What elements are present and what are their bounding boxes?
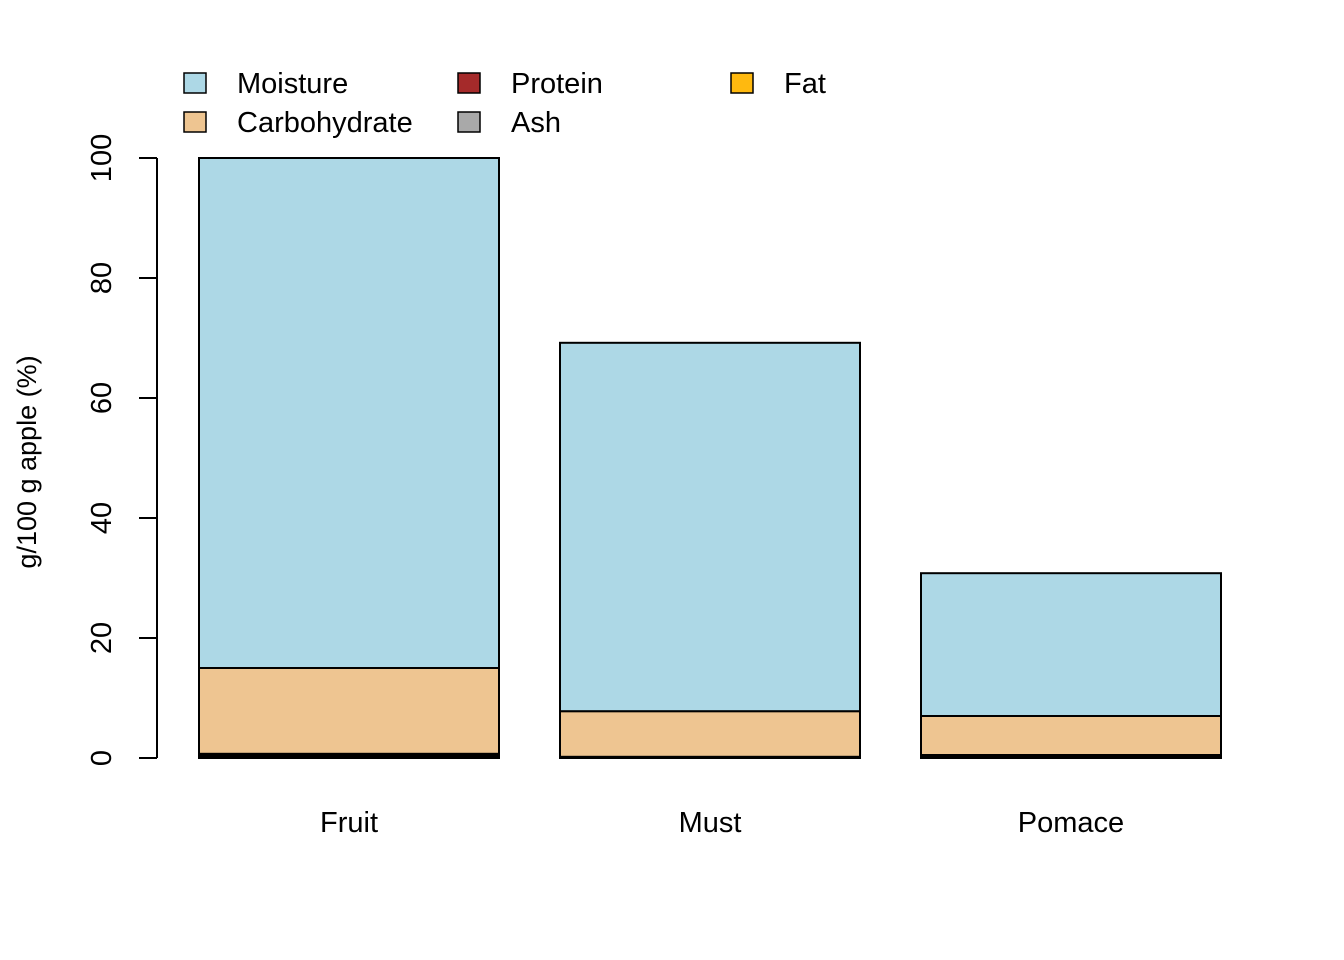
legend-label-fat: Fat — [784, 68, 826, 100]
y-tick-label-40: 40 — [86, 502, 118, 534]
bar-fruit-moisture — [198, 157, 500, 669]
legend-label-protein: Protein — [511, 68, 603, 100]
x-label-fruit: Fruit — [320, 807, 378, 839]
legend-item-moisture: Moisture — [183, 68, 348, 100]
y-tick-label-80: 80 — [86, 262, 118, 294]
y-tick-label-20: 20 — [86, 622, 118, 654]
legend-item-fat: Fat — [730, 68, 826, 100]
legend-swatch-protein — [457, 72, 481, 94]
y-tick-label-60: 60 — [86, 382, 118, 414]
bar-fruit-carbohydrate — [198, 667, 500, 755]
bar-pomace-moisture — [920, 572, 1222, 718]
legend-label-moisture: Moisture — [237, 68, 348, 100]
y-tick-label-0: 0 — [86, 750, 118, 766]
bar-must-moisture — [559, 341, 861, 713]
legend-label-ash: Ash — [511, 107, 561, 139]
legend-item-carbohydrate: Carbohydrate — [183, 107, 413, 139]
legend-swatch-ash — [457, 111, 481, 133]
y-axis: 0 20 40 60 80 100 — [86, 134, 158, 766]
legend-item-protein: Protein — [457, 68, 603, 100]
y-tick-label-100: 100 — [86, 134, 118, 182]
x-axis-labels: Fruit Must Pomace — [320, 807, 1124, 839]
legend-item-ash: Ash — [457, 107, 561, 139]
legend-swatch-carbohydrate — [183, 111, 207, 133]
bars-layer — [198, 157, 1222, 760]
legend-swatch-moisture — [183, 72, 207, 94]
legend: Moisture Carbohydrate Protein Ash Fat — [183, 68, 826, 139]
legend-label-carbohydrate: Carbohydrate — [237, 107, 413, 139]
bar-must-carbohydrate — [559, 710, 861, 758]
legend-swatch-fat — [730, 72, 754, 94]
x-label-pomace: Pomace — [1018, 807, 1124, 839]
bar-pomace-carbohydrate — [920, 715, 1222, 756]
x-label-must: Must — [679, 807, 742, 839]
y-axis-title: g/100 g apple (%) — [12, 355, 42, 568]
